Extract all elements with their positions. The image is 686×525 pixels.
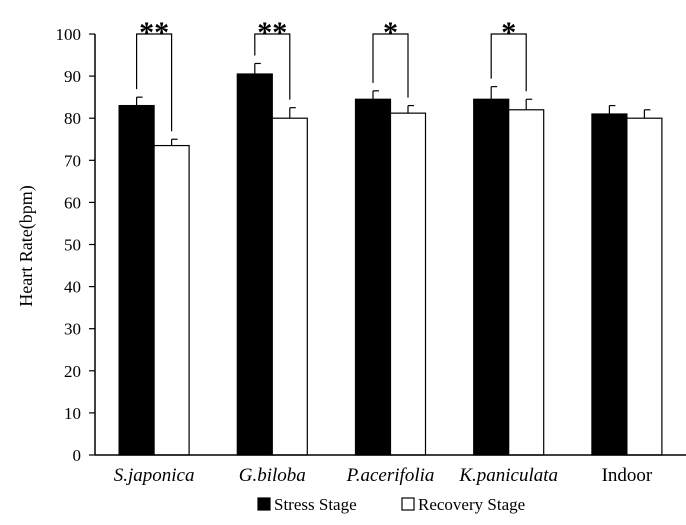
- y-axis-title: Heart Rate(bpm): [16, 185, 37, 306]
- significance-bracket: [372, 33, 409, 98]
- y-tick-label: 70: [64, 151, 81, 170]
- category-label: S.japonica: [114, 465, 195, 486]
- legend-swatch-stress: [257, 497, 271, 511]
- y-tick-label: 0: [73, 446, 82, 465]
- y-tick-label: 30: [64, 320, 81, 339]
- significance-group: ** ** * *: [136, 16, 527, 132]
- y-axis-ticks: 0 10 20 30 40 50 60 70 80 90 100: [56, 25, 95, 465]
- bar-stress: [354, 98, 392, 456]
- x-axis-labels: S.japonica G.biloba P.acerifolia K.panicula…: [114, 465, 653, 486]
- significance-bracket: [254, 33, 291, 100]
- y-tick-label: 100: [56, 25, 82, 44]
- y-tick-label: 20: [64, 362, 81, 381]
- category-label: K.paniculata: [458, 465, 558, 486]
- legend-swatch-recovery: [401, 497, 415, 511]
- legend-label-stress: Stress Stage: [274, 495, 357, 514]
- bars-group: [118, 62, 663, 456]
- legend-label-recovery: Recovery Stage: [418, 495, 525, 514]
- bar-recovery: [508, 109, 545, 456]
- significance-label: *: [501, 16, 516, 49]
- bar-stress: [473, 98, 510, 456]
- y-tick-label: 90: [64, 67, 81, 86]
- significance-label: **: [257, 16, 287, 49]
- y-tick-label: 40: [64, 278, 81, 297]
- bar-recovery: [271, 117, 308, 456]
- y-tick-label: 60: [64, 193, 81, 212]
- bar-recovery: [389, 112, 427, 456]
- bar-stress: [236, 73, 273, 456]
- category-label: P.acerifolia: [346, 465, 435, 486]
- legend: Stress Stage Recovery Stage: [257, 495, 525, 514]
- category-label: G.biloba: [239, 465, 306, 486]
- bar-stress: [118, 104, 155, 456]
- bar-recovery: [626, 117, 663, 456]
- significance-bracket: [136, 33, 173, 132]
- significance-label: *: [383, 16, 398, 49]
- y-tick-label: 50: [64, 236, 81, 255]
- bar-stress: [591, 113, 628, 456]
- category-label: Indoor: [602, 465, 653, 486]
- significance-bracket: [490, 33, 527, 92]
- y-tick-label: 10: [64, 404, 81, 423]
- y-tick-label: 80: [64, 109, 81, 128]
- significance-label: **: [139, 16, 169, 49]
- bar-recovery: [153, 144, 190, 456]
